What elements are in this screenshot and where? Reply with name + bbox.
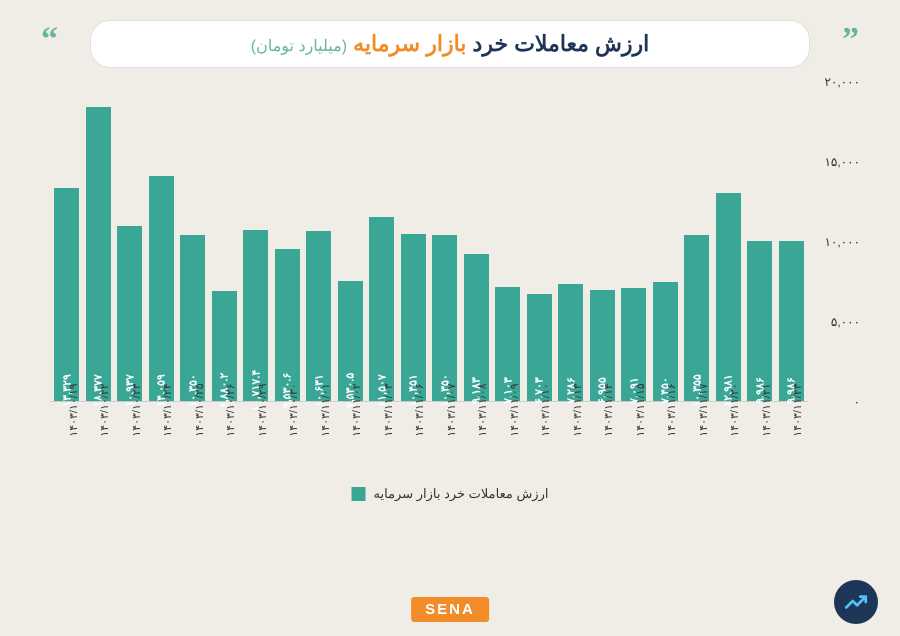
bar: ۹,۵۳۰.۶ bbox=[275, 249, 300, 401]
bar-column: ۱۸,۳۷۷ bbox=[84, 107, 114, 401]
bar-column: ۹,۹۸۶ bbox=[777, 241, 807, 401]
bar-column: ۱۰,۷۱۷.۴ bbox=[241, 230, 271, 401]
y-tick: ۵,۰۰۰ bbox=[831, 315, 860, 329]
x-label: ۱۴۰۳/۱۰/۳۰ bbox=[273, 404, 303, 504]
bar-column: ۱۰,۳۵۰ bbox=[178, 235, 208, 401]
bar: ۹,۱۸۳ bbox=[464, 254, 489, 401]
legend-swatch bbox=[352, 487, 366, 501]
bar: ۹,۹۸۶ bbox=[747, 241, 772, 401]
bar-column: ۱۱,۵۰۷ bbox=[367, 217, 397, 401]
x-label: ۱۴۰۳/۱۰/۱۹ bbox=[52, 404, 82, 504]
y-tick: ۱۰,۰۰۰ bbox=[824, 235, 860, 249]
bar-column: ۱۰,۹۳۷ bbox=[115, 226, 145, 401]
bar: ۱۰,۶۳۱ bbox=[306, 231, 331, 401]
x-label: ۱۴۰۳/۱۱/۱۷ bbox=[682, 404, 712, 504]
x-label: ۱۴۰۳/۱۱/۱۶ bbox=[651, 404, 681, 504]
y-tick: ۰ bbox=[854, 395, 860, 409]
bar-column: ۱۰,۳۵۰ bbox=[430, 235, 460, 401]
bar-column: ۱۲,۹۸۱ bbox=[714, 193, 744, 401]
plot-area: ۱۳,۳۲۹۱۸,۳۷۷۱۰,۹۳۷۱۴,۰۵۹۱۰,۳۵۰۶,۸۸۰.۲۱۰,… bbox=[50, 82, 808, 402]
x-label: ۱۴۰۳/۱۱/۲۰ bbox=[714, 404, 744, 504]
legend-label: ارزش معاملات خرد بازار سرمایه bbox=[374, 486, 549, 502]
bar: ۱۰,۳۵۵ bbox=[684, 235, 709, 401]
bar-column: ۱۰,۴۵۱ bbox=[399, 234, 429, 401]
bar: ۱۰,۳۵۰ bbox=[180, 235, 205, 401]
y-tick: ۲۰,۰۰۰ bbox=[824, 75, 860, 89]
bar-column: ۹,۹۸۶ bbox=[745, 241, 775, 401]
bar: ۱۰,۷۱۷.۴ bbox=[243, 230, 268, 401]
quote-icon: ” bbox=[842, 23, 859, 57]
legend: ارزش معاملات خرد بازار سرمایه bbox=[352, 486, 549, 502]
x-label: ۱۴۰۳/۱۱/۱۳ bbox=[556, 404, 586, 504]
bar: ۱۴,۰۵۹ bbox=[149, 176, 174, 401]
bar: ۱۳,۳۲۹ bbox=[54, 188, 79, 401]
x-label: ۱۴۰۳/۱۰/۲۴ bbox=[147, 404, 177, 504]
bar: ۱۰,۴۵۱ bbox=[401, 234, 426, 401]
bar: ۱۸,۳۷۷ bbox=[86, 107, 111, 401]
x-label: ۱۴۰۳/۱۰/۲۲ bbox=[84, 404, 114, 504]
title-main-2: بازار سرمایه bbox=[353, 31, 466, 56]
bar: ۱۰,۹۳۷ bbox=[117, 226, 142, 401]
quote-icon: “ bbox=[41, 23, 58, 57]
x-label: ۱۴۰۳/۱۱/۲۱ bbox=[745, 404, 775, 504]
bar-column: ۹,۱۸۳ bbox=[462, 254, 492, 401]
bar-column: ۱۳,۳۲۹ bbox=[52, 188, 82, 401]
bar-column: ۱۴,۰۵۹ bbox=[147, 176, 177, 401]
bar-column: ۱۰,۶۳۱ bbox=[304, 231, 334, 401]
title-main-1: ارزش معاملات خرد bbox=[473, 31, 650, 56]
brand-badge: SENA bbox=[411, 597, 489, 622]
bar-column: ۱۰,۳۵۵ bbox=[682, 235, 712, 401]
x-label: ۱۴۰۳/۱۰/۲۳ bbox=[115, 404, 145, 504]
y-axis: ۰۵,۰۰۰۱۰,۰۰۰۱۵,۰۰۰۲۰,۰۰۰ bbox=[810, 82, 860, 402]
x-label: ۱۴۰۳/۱۱/۱۴ bbox=[588, 404, 618, 504]
bar-chart: ۰۵,۰۰۰۱۰,۰۰۰۱۵,۰۰۰۲۰,۰۰۰ ۱۳,۳۲۹۱۸,۳۷۷۱۰,… bbox=[40, 82, 860, 522]
bar: ۱۲,۹۸۱ bbox=[716, 193, 741, 401]
x-label: ۱۴۰۳/۱۰/۲۶ bbox=[210, 404, 240, 504]
trend-logo-icon bbox=[834, 580, 878, 624]
y-tick: ۱۵,۰۰۰ bbox=[824, 155, 860, 169]
bar-column: ۹,۵۳۰.۶ bbox=[273, 249, 303, 401]
title-sub: (میلیارد تومان) bbox=[251, 38, 347, 55]
x-label: ۱۴۰۳/۱۱/۲۳ bbox=[777, 404, 807, 504]
bar: ۱۰,۳۵۰ bbox=[432, 235, 457, 401]
title-box: ” ارزش معاملات خرد بازار سرمایه (میلیارد… bbox=[90, 20, 810, 68]
x-label: ۱۴۰۳/۱۱/۰۱ bbox=[304, 404, 334, 504]
x-label: ۱۴۰۳/۱۱/۱۵ bbox=[619, 404, 649, 504]
bar: ۱۱,۵۰۷ bbox=[369, 217, 394, 401]
bar: ۹,۹۸۶ bbox=[779, 241, 804, 401]
x-label: ۱۴۰۳/۱۰/۲۹ bbox=[241, 404, 271, 504]
x-label: ۱۴۰۳/۱۰/۲۵ bbox=[178, 404, 208, 504]
bars-container: ۱۳,۳۲۹۱۸,۳۷۷۱۰,۹۳۷۱۴,۰۵۹۱۰,۳۵۰۶,۸۸۰.۲۱۰,… bbox=[50, 82, 808, 401]
